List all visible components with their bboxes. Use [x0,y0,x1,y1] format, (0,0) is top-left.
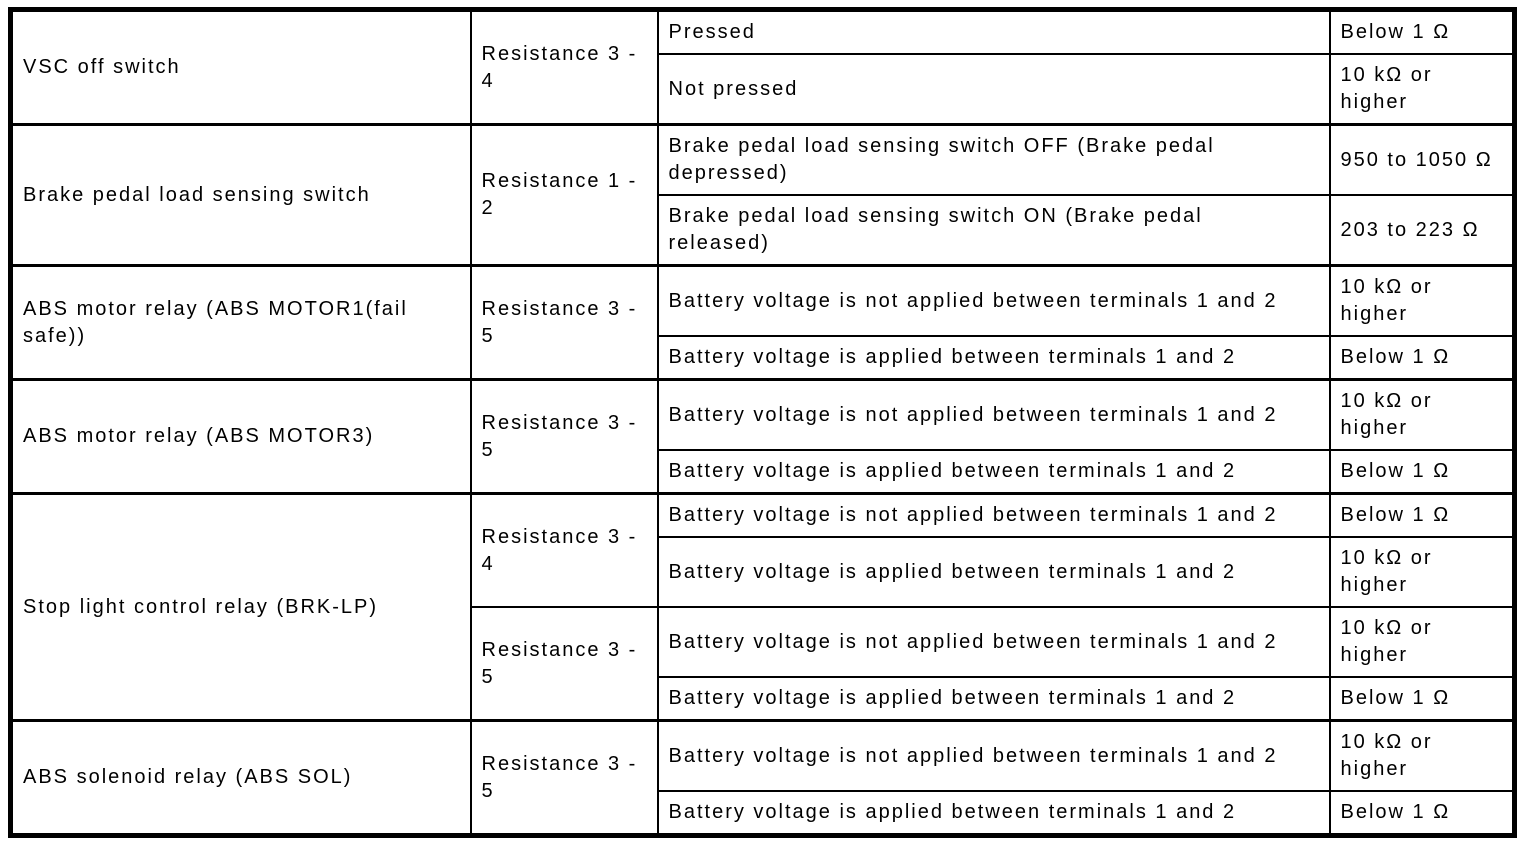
measurement-cell: Resistance 3 - 5 [469,606,659,722]
component-cell: Stop light control relay (BRK-LP) [9,492,472,722]
value-cell: 10 kΩ or higher [1328,719,1516,792]
value-cell: Below 1 Ω [1328,676,1516,722]
value-cell: Below 1 Ω [1328,335,1516,381]
component-cell: Brake pedal load sensing switch [9,123,472,267]
table-row: Battery voltage is applied between termi… [11,449,1516,495]
resistance-spec-table-body: VSC off switch Resistance 3 - 4 Pressed Bel… [9,8,1516,837]
value-cell: Below 1 Ω [1328,790,1516,837]
condition-cell: Battery voltage is not applied between t… [656,606,1331,678]
value-cell: Below 1 Ω [1328,492,1516,538]
table-row: ABS motor relay (ABS MOTOR1(fail safe)) R… [9,264,1516,381]
table-row: ABS solenoid relay (ABS SOL) Resistance 3… [9,719,1516,837]
condition-cell: Battery voltage is applied between termi… [656,790,1331,837]
table-row: VSC off switch Resistance 3 - 4 Pressed Bel… [9,8,1516,126]
condition-cell: Brake pedal load sensing switch ON (Brak… [656,194,1331,267]
measurement-cell: Resistance 3 - 4 [469,8,659,126]
value-cell: 10 kΩ or higher [1328,606,1516,678]
condition-cell: Battery voltage is not applied between t… [656,378,1331,451]
value-cell: Below 1 Ω [1328,8,1516,55]
condition-cell: Battery voltage is applied between termi… [656,536,1331,608]
condition-cell: Pressed [656,8,1331,55]
table-row: Battery voltage is applied between termi… [11,536,1516,608]
table-row: Brake pedal load sensing switch ON (Brak… [11,194,1516,267]
table-row: Battery voltage is applied between termi… [11,676,1516,722]
value-cell: Below 1 Ω [1328,449,1516,495]
condition-cell: Battery voltage is not applied between t… [656,492,1331,538]
condition-cell: Brake pedal load sensing switch OFF (Bra… [656,123,1331,196]
component-cell: ABS motor relay (ABS MOTOR1(fail safe)) [9,264,472,381]
value-cell: 10 kΩ or higher [1328,378,1516,451]
value-cell: 203 to 223 Ω [1328,194,1516,267]
condition-cell: Battery voltage is not applied between t… [656,264,1331,337]
resistance-spec-table: VSC off switch Resistance 3 - 4 Pressed Bel… [8,7,1517,838]
condition-cell: Battery voltage is applied between termi… [656,676,1331,722]
table-row: Battery voltage is applied between termi… [11,790,1516,837]
value-cell: 10 kΩ or higher [1328,53,1516,126]
table-row: Brake pedal load sensing switch Resistanc… [9,123,1516,267]
condition-cell: Not pressed [656,53,1331,126]
table-row: ABS motor relay (ABS MOTOR3) Resistance 3… [9,378,1516,495]
table-row: Not pressed 10 kΩ or higher [11,53,1516,126]
measurement-cell: Resistance 3 - 5 [469,719,659,837]
component-cell: VSC off switch [9,8,472,126]
component-cell: ABS motor relay (ABS MOTOR3) [9,378,472,495]
condition-cell: Battery voltage is not applied between t… [656,719,1331,792]
value-cell: 10 kΩ or higher [1328,264,1516,337]
measurement-cell: Resistance 3 - 4 [469,492,659,608]
measurement-cell: Resistance 3 - 5 [469,378,659,495]
table-row: Resistance 3 - 5 Battery voltage is not a… [11,606,1516,722]
value-cell: 10 kΩ or higher [1328,536,1516,608]
measurement-cell: Resistance 1 - 2 [469,123,659,267]
condition-cell: Battery voltage is applied between termi… [656,449,1331,495]
measurement-cell: Resistance 3 - 5 [469,264,659,381]
component-cell: ABS solenoid relay (ABS SOL) [9,719,472,837]
table-row: Battery voltage is applied between termi… [11,335,1516,381]
condition-cell: Battery voltage is applied between termi… [656,335,1331,381]
table-row: Stop light control relay (BRK-LP) Resista… [9,492,1516,722]
value-cell: 950 to 1050 Ω [1328,123,1516,196]
